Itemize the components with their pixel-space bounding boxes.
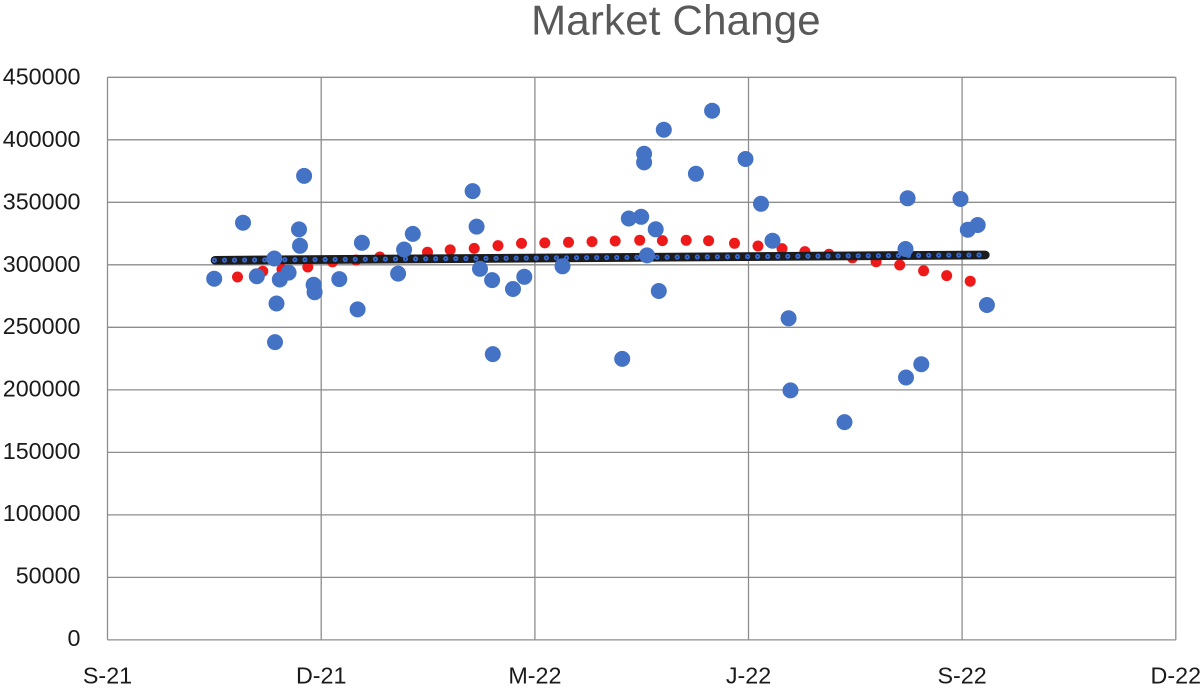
- svg-text:0: 0: [68, 625, 81, 651]
- svg-text:50000: 50000: [16, 563, 81, 589]
- svg-text:S-22: S-22: [937, 663, 986, 689]
- svg-text:250000: 250000: [3, 313, 81, 339]
- svg-text:S-21: S-21: [83, 663, 132, 689]
- svg-text:D-22: D-22: [1151, 663, 1200, 689]
- svg-text:400000: 400000: [3, 126, 81, 152]
- svg-text:200000: 200000: [3, 375, 81, 401]
- svg-text:450000: 450000: [3, 64, 81, 90]
- svg-text:J-22: J-22: [726, 663, 771, 689]
- svg-text:100000: 100000: [3, 500, 81, 526]
- svg-text:150000: 150000: [3, 438, 81, 464]
- svg-text:300000: 300000: [3, 251, 81, 277]
- svg-text:M-22: M-22: [508, 663, 561, 689]
- svg-text:D-21: D-21: [296, 663, 347, 689]
- svg-text:Market Change: Market Change: [531, 0, 821, 44]
- svg-text:350000: 350000: [3, 188, 81, 214]
